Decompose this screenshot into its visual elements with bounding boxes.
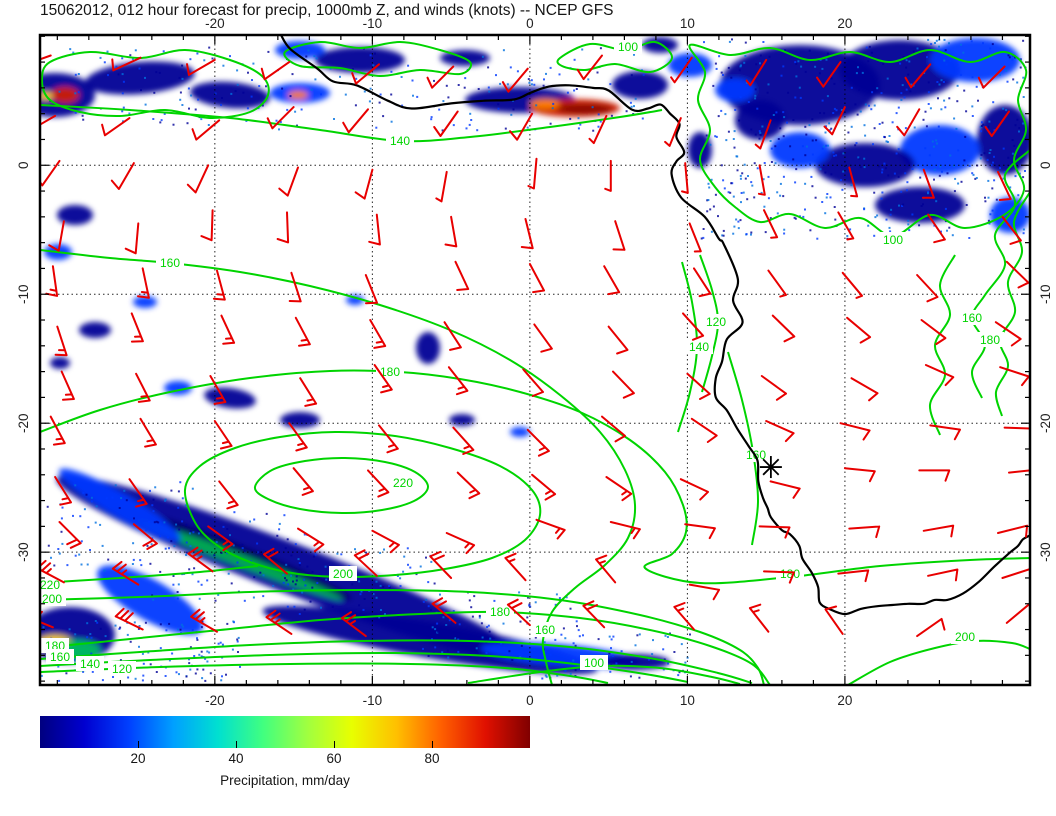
colorbar: 20 40 60 80 Precipitation, mm/day (40, 716, 530, 788)
colorbar-tick-label: 80 (424, 751, 440, 766)
svg-text:180: 180 (490, 605, 510, 619)
svg-text:-10: -10 (16, 284, 31, 304)
svg-text:-30: -30 (16, 542, 31, 562)
height-contours (40, 40, 1030, 685)
svg-text:160: 160 (50, 650, 70, 664)
svg-text:20: 20 (837, 693, 852, 708)
svg-text:-10: -10 (363, 16, 383, 31)
svg-text:-30: -30 (1038, 542, 1053, 562)
svg-text:-20: -20 (205, 693, 225, 708)
colorbar-label: Precipitation, mm/day (220, 773, 350, 788)
precip-shading (40, 37, 1030, 675)
map-frame (38, 33, 1032, 687)
svg-text:120: 120 (706, 315, 726, 329)
svg-text:0: 0 (526, 693, 534, 708)
svg-text:200: 200 (955, 630, 975, 644)
svg-text:180: 180 (780, 567, 800, 581)
colorbar-ticks: 20 40 60 80 (40, 741, 530, 770)
svg-text:200: 200 (333, 567, 353, 581)
svg-text:220: 220 (393, 476, 413, 490)
svg-text:-10: -10 (1038, 284, 1053, 304)
graticule (40, 35, 1030, 685)
svg-text:-10: -10 (363, 693, 383, 708)
svg-text:-20: -20 (205, 16, 225, 31)
colorbar-tick (432, 741, 433, 748)
svg-text:-20: -20 (16, 413, 31, 433)
svg-text:20: 20 (837, 16, 852, 31)
colorbar-gradient (40, 716, 530, 748)
svg-text:100: 100 (584, 656, 604, 670)
svg-text:180: 180 (380, 365, 400, 379)
precip-speckles (40, 38, 1027, 682)
svg-text:160: 160 (962, 311, 982, 325)
svg-text:140: 140 (80, 657, 100, 671)
svg-text:220: 220 (40, 578, 60, 592)
wind-barbs (40, 54, 1030, 638)
svg-text:10: 10 (680, 693, 695, 708)
svg-text:140: 140 (390, 134, 410, 148)
colorbar-tick-label: 40 (228, 751, 244, 766)
svg-text:100: 100 (883, 233, 903, 247)
svg-text:0: 0 (16, 162, 31, 170)
site-marker (759, 456, 782, 479)
chart-title: 15062012, 012 hour forecast for precip, … (40, 2, 614, 19)
axis-ticks (40, 35, 1030, 685)
colorbar-tick (334, 741, 335, 748)
svg-text:200: 200 (42, 592, 62, 606)
contour-labels: 1401001001601601801802002202202001801801… (36, 39, 1004, 676)
svg-text:140: 140 (689, 340, 709, 354)
svg-text:-20: -20 (1038, 413, 1053, 433)
svg-text:160: 160 (746, 448, 766, 462)
coastline (280, 35, 1030, 616)
svg-text:0: 0 (526, 16, 534, 31)
svg-text:100: 100 (618, 40, 638, 54)
colorbar-tick-label: 20 (130, 751, 146, 766)
svg-text:160: 160 (535, 623, 555, 637)
svg-text:180: 180 (980, 333, 1000, 347)
colorbar-tick-label: 60 (326, 751, 342, 766)
colorbar-tick (138, 741, 139, 748)
svg-text:160: 160 (160, 256, 180, 270)
svg-text:0: 0 (1038, 162, 1053, 170)
colorbar-tick (236, 741, 237, 748)
svg-text:10: 10 (680, 16, 695, 31)
svg-text:120: 120 (112, 662, 132, 676)
